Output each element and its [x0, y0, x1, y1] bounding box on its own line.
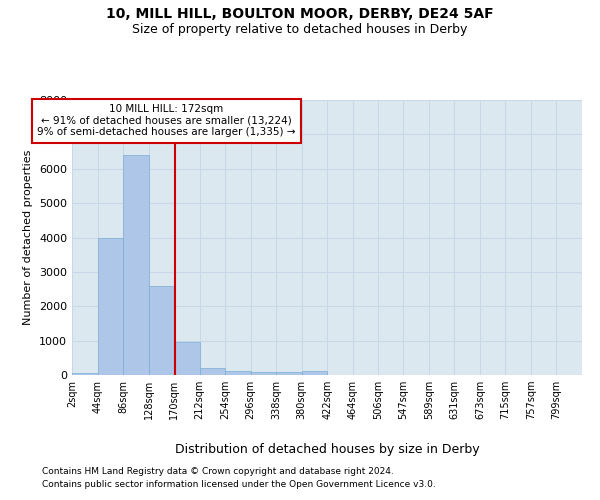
Y-axis label: Number of detached properties: Number of detached properties: [23, 150, 34, 325]
Bar: [200, 368, 225, 375]
Bar: [149, 286, 174, 375]
Bar: [72, 374, 98, 375]
Text: Contains HM Land Registry data © Crown copyright and database right 2024.: Contains HM Land Registry data © Crown c…: [42, 467, 394, 476]
Text: Contains public sector information licensed under the Open Government Licence v3: Contains public sector information licen…: [42, 480, 436, 489]
Bar: [174, 342, 200, 375]
Text: 10 MILL HILL: 172sqm
← 91% of detached houses are smaller (13,224)
9% of semi-de: 10 MILL HILL: 172sqm ← 91% of detached h…: [37, 104, 296, 138]
Text: Size of property relative to detached houses in Derby: Size of property relative to detached ho…: [133, 24, 467, 36]
Bar: [251, 372, 276, 375]
Bar: [302, 371, 328, 375]
Text: Distribution of detached houses by size in Derby: Distribution of detached houses by size …: [175, 442, 479, 456]
Bar: [98, 238, 123, 375]
Bar: [225, 371, 251, 375]
Bar: [276, 372, 302, 375]
Bar: [123, 155, 149, 375]
Text: 10, MILL HILL, BOULTON MOOR, DERBY, DE24 5AF: 10, MILL HILL, BOULTON MOOR, DERBY, DE24…: [106, 8, 494, 22]
